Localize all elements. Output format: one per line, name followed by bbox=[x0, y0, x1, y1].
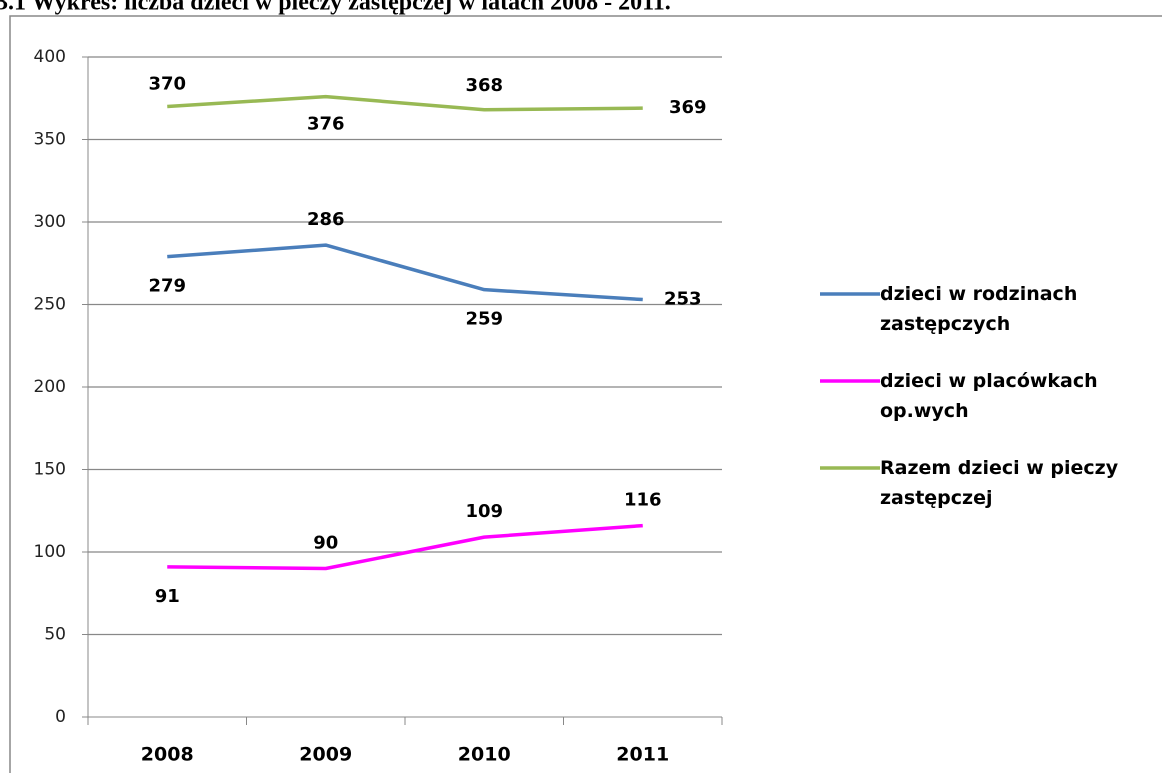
series-line bbox=[167, 243, 643, 302]
y-tick-label: 250 bbox=[34, 295, 66, 315]
legend-label: Razem dzieci w pieczy zastępczej bbox=[880, 457, 1119, 509]
y-tick-label: 300 bbox=[34, 212, 66, 232]
y-tick-label: 100 bbox=[34, 542, 66, 562]
data-label: 279 bbox=[148, 276, 186, 297]
y-tick-label: 350 bbox=[34, 130, 66, 150]
y-tick-label: 400 bbox=[34, 47, 66, 67]
data-label: 368 bbox=[465, 75, 503, 96]
x-tick-label: 2010 bbox=[458, 744, 511, 766]
data-label: 259 bbox=[465, 309, 503, 330]
data-label: 369 bbox=[669, 97, 707, 118]
x-tick-label: 2008 bbox=[141, 744, 194, 766]
x-tick-label: 2011 bbox=[616, 744, 669, 766]
series-line bbox=[167, 523, 643, 571]
chart-border bbox=[9, 15, 1162, 773]
data-label: 116 bbox=[624, 490, 662, 511]
legend-label: dzieci w rodzinach zastępczych bbox=[880, 283, 1078, 335]
y-tick-label: 0 bbox=[55, 707, 66, 727]
data-label: 376 bbox=[307, 114, 345, 135]
data-label: 253 bbox=[664, 289, 702, 310]
y-tick-label: 150 bbox=[34, 460, 66, 480]
data-label: 370 bbox=[148, 74, 186, 95]
data-label: 286 bbox=[307, 209, 345, 230]
data-label: 109 bbox=[465, 501, 503, 522]
chart-title: 3.1 Wykres: liczba dzieci w pieczy zastę… bbox=[0, 0, 671, 16]
y-tick-label: 50 bbox=[44, 625, 66, 645]
series-line bbox=[167, 94, 643, 112]
data-label: 91 bbox=[155, 586, 180, 607]
data-label: 90 bbox=[313, 533, 338, 554]
legend-label: dzieci w placówkach op.wych bbox=[880, 370, 1098, 422]
y-tick-label: 200 bbox=[34, 377, 66, 397]
x-tick-label: 2009 bbox=[299, 744, 352, 766]
